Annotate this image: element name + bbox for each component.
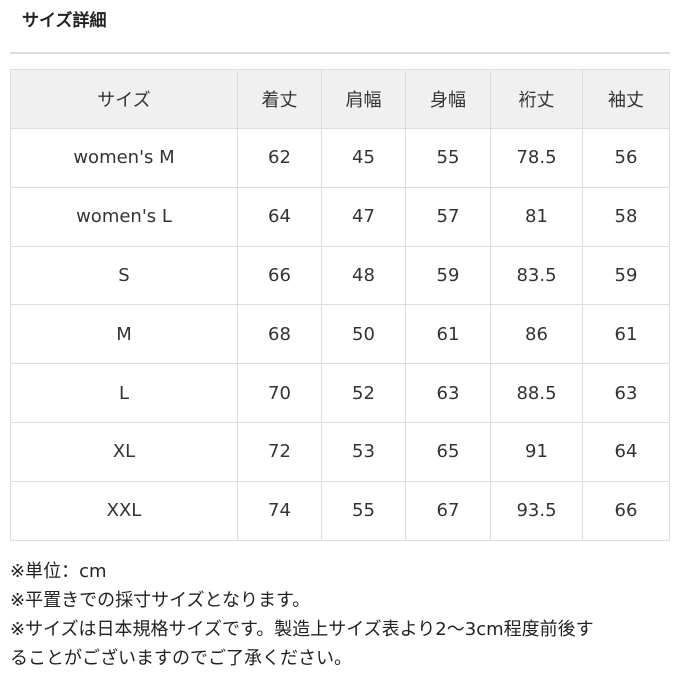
table-cell: 55 [321,480,406,541]
table-cell: 62 [237,128,322,188]
table-cell: 58 [582,186,670,247]
table-cell: 65 [405,421,491,482]
divider [10,52,670,54]
table-cell: 67 [405,480,491,541]
notes: ※単位：cm ※平置きでの採寸サイズとなります。 ※サイズは日本規格サイズです。製造… [10,557,675,673]
table-cell: 47 [321,186,406,247]
table-cell: M [10,304,238,365]
table-cell: 53 [321,421,406,482]
table-cell: women's M [10,128,238,188]
table-cell: women's L [10,186,238,247]
table-row: XXL 74 55 67 93.5 66 [10,480,670,541]
table-cell: 72 [237,421,322,482]
table-cell: 48 [321,245,406,306]
table-cell: 61 [582,304,670,365]
table-cell: 56 [582,128,670,188]
table-cell: 57 [405,186,491,247]
table-cell: 52 [321,363,406,423]
table-cell: 70 [237,363,322,423]
table-cell: XL [10,421,238,482]
table-cell: 64 [237,186,322,247]
table-cell: 86 [490,304,583,365]
column-header: サイズ [10,69,238,129]
page-title: サイズ詳細 [22,11,107,31]
table-cell: 59 [582,245,670,306]
note-line: ※平置きでの採寸サイズとなります。 [10,590,311,611]
table-row: women's L 64 47 57 81 58 [10,186,670,247]
column-header: 着丈 [237,69,322,129]
table-cell: 61 [405,304,491,365]
table-cell: 66 [237,245,322,306]
table-row: L 70 52 63 88.5 63 [10,363,670,423]
table-cell: 88.5 [490,363,583,423]
column-header: 袖丈 [582,69,670,129]
note-line: ※サイズは日本規格サイズです。製造上サイズ表より2〜3cm程度前後す [10,619,594,640]
table-cell: 78.5 [490,128,583,188]
table-row: M 68 50 61 86 61 [10,304,670,365]
table-cell: XXL [10,480,238,541]
column-header: 身幅 [405,69,491,129]
table-row: S 66 48 59 83.5 59 [10,245,670,306]
table-cell: 55 [405,128,491,188]
table-cell: 68 [237,304,322,365]
note-line: ることがございますのでご了承ください。 [10,648,352,669]
table-row: women's M 62 45 55 78.5 56 [10,128,670,188]
table-cell: 50 [321,304,406,365]
table-cell: L [10,363,238,423]
table-header-row: サイズ 着丈 肩幅 身幅 裄丈 袖丈 [10,69,670,129]
table-cell: 63 [582,363,670,423]
table-cell: 59 [405,245,491,306]
table-cell: 93.5 [490,480,583,541]
table-cell: 91 [490,421,583,482]
table-row: XL 72 53 65 91 64 [10,421,670,482]
column-header: 肩幅 [321,69,406,129]
table-cell: 66 [582,480,670,541]
table-cell: 64 [582,421,670,482]
table-cell: 74 [237,480,322,541]
table-cell: 83.5 [490,245,583,306]
table-cell: 45 [321,128,406,188]
table-cell: S [10,245,238,306]
note-line: ※単位：cm [10,561,107,582]
table-cell: 63 [405,363,491,423]
size-table: サイズ 着丈 肩幅 身幅 裄丈 袖丈 women's M 62 45 55 78.5 56 women… [10,69,670,541]
table-cell: 81 [490,186,583,247]
column-header: 裄丈 [490,69,583,129]
